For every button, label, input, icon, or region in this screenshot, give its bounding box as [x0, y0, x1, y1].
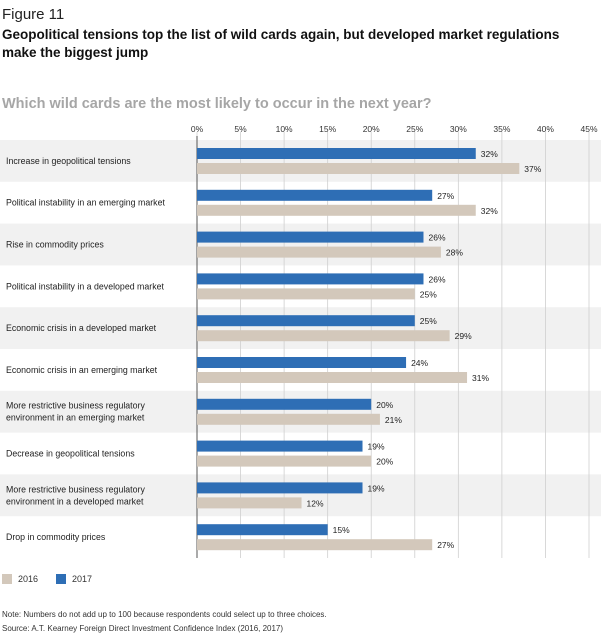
row-band	[0, 140, 601, 182]
category-label: Economic crisis in an emerging market	[6, 365, 158, 375]
bar-2017	[197, 273, 424, 285]
data-label-2016: 27%	[437, 540, 454, 550]
bar-2017	[197, 482, 363, 494]
bar-2016	[197, 163, 520, 174]
bar-2017	[197, 357, 407, 368]
category-label: Drop in commodity prices	[6, 532, 106, 542]
x-tick-label: 20%	[363, 124, 380, 134]
legend-swatch-2017	[56, 574, 67, 584]
legend-item-2016: 2016	[2, 574, 38, 584]
x-tick-label: 30%	[450, 124, 467, 134]
bar-2016	[197, 372, 468, 383]
bar-2017	[197, 315, 415, 327]
data-label-2017: 32%	[481, 149, 498, 159]
data-label-2017: 20%	[376, 400, 393, 410]
data-label-2017: 25%	[420, 316, 437, 326]
category-label: Decrease in geopolitical tensions	[6, 449, 135, 459]
bar-2016	[197, 455, 372, 467]
data-label-2016: 28%	[446, 248, 463, 258]
bar-2016	[197, 246, 441, 258]
bar-2017	[197, 189, 433, 201]
x-tick-label: 10%	[276, 124, 293, 134]
data-label-2016: 21%	[385, 415, 402, 425]
legend-item-2017: 2017	[56, 574, 92, 584]
bar-2016	[197, 204, 476, 216]
row-band	[0, 390, 601, 433]
bar-2017	[197, 231, 424, 243]
data-label-2017: 26%	[428, 233, 445, 243]
x-tick-label: 25%	[406, 124, 423, 134]
x-tick-label: 35%	[493, 124, 510, 134]
data-label-2016: 25%	[420, 289, 437, 299]
legend-swatch-2016	[2, 574, 12, 584]
bar-2017	[197, 148, 476, 159]
x-tick-label: 0%	[191, 124, 204, 134]
x-tick-label: 15%	[319, 124, 336, 134]
bar-2016	[197, 539, 433, 551]
bar-2016	[197, 330, 450, 342]
row-band	[0, 307, 601, 349]
bar-2017	[197, 524, 328, 536]
data-label-2017: 24%	[411, 358, 428, 368]
data-label-2016: 32%	[481, 206, 498, 216]
category-label: Political instability in a developed mar…	[6, 281, 164, 291]
figure-title: Geopolitical tensions top the list of wi…	[2, 27, 560, 60]
legend-label-2016: 2016	[18, 574, 39, 584]
category-label: Economic crisis in a developed market	[6, 323, 157, 333]
chart-subtitle: Which wild cards are the most likely to …	[2, 96, 432, 112]
figure-label: Figure 11	[2, 6, 65, 23]
x-tick-label: 40%	[537, 124, 554, 134]
bar-2016	[197, 413, 380, 425]
source-note: Source: A.T. Kearney Foreign Direct Inve…	[2, 624, 284, 633]
legend-label-2017: 2017	[72, 574, 93, 584]
category-label: More restrictive business regulatory envi…	[6, 401, 145, 423]
data-label-2016: 12%	[307, 498, 324, 508]
category-label: Rise in commodity prices	[6, 240, 104, 250]
x-tick-label: 5%	[234, 124, 247, 134]
data-label-2017: 19%	[368, 442, 385, 452]
bar-2016	[197, 497, 302, 509]
legend: 2016 2017	[2, 574, 110, 584]
bar-2016	[197, 288, 415, 300]
x-tick-label: 45%	[580, 124, 597, 134]
bar-chart: 0% 5% 10% 15% 20% 25% 30% 35% 40% 45% Increase in …	[0, 124, 601, 558]
bar-2017	[197, 398, 372, 410]
data-label-2017: 15%	[333, 525, 350, 535]
row-band	[0, 223, 601, 266]
data-label-2016: 29%	[455, 331, 472, 341]
data-label-2016: 20%	[376, 457, 393, 467]
data-label-2017: 19%	[368, 483, 385, 493]
category-label: More restrictive business regulatory envi…	[6, 484, 145, 506]
category-label: Increase in geopolitical tensions	[6, 156, 131, 166]
data-label-2016: 37%	[524, 164, 541, 174]
row-band	[0, 474, 601, 517]
bar-2017	[197, 440, 363, 452]
data-label-2017: 26%	[428, 274, 445, 284]
footnote: Note: Numbers do not add up to 100 becau…	[2, 610, 327, 619]
data-label-2016: 31%	[472, 373, 489, 383]
data-label-2017: 27%	[437, 191, 454, 201]
category-label: Political instability in an emerging mar…	[6, 198, 165, 208]
